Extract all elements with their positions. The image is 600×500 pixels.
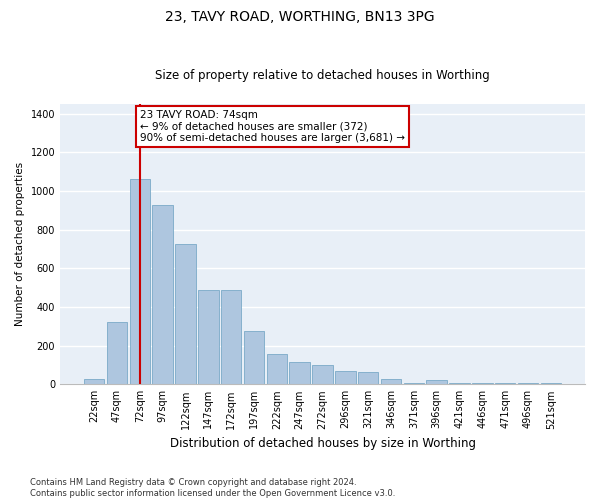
Bar [244, 331, 264, 384]
Text: Contains HM Land Registry data © Crown copyright and database right 2024.
Contai: Contains HM Land Registry data © Crown c… [30, 478, 395, 498]
Bar [289, 362, 310, 384]
Bar [427, 380, 447, 384]
Bar [335, 371, 356, 384]
Text: 23 TAVY ROAD: 74sqm
← 9% of detached houses are smaller (372)
90% of semi-detach: 23 TAVY ROAD: 74sqm ← 9% of detached hou… [140, 110, 405, 143]
Y-axis label: Number of detached properties: Number of detached properties [15, 162, 25, 326]
Bar [84, 378, 104, 384]
Bar [130, 180, 150, 384]
Bar [175, 244, 196, 384]
Bar [198, 290, 218, 384]
Title: Size of property relative to detached houses in Worthing: Size of property relative to detached ho… [155, 69, 490, 82]
Bar [381, 380, 401, 384]
Bar [152, 204, 173, 384]
Bar [221, 290, 241, 384]
Bar [266, 354, 287, 384]
Bar [312, 365, 333, 384]
Text: 23, TAVY ROAD, WORTHING, BN13 3PG: 23, TAVY ROAD, WORTHING, BN13 3PG [165, 10, 435, 24]
X-axis label: Distribution of detached houses by size in Worthing: Distribution of detached houses by size … [170, 437, 476, 450]
Bar [107, 322, 127, 384]
Bar [358, 372, 379, 384]
